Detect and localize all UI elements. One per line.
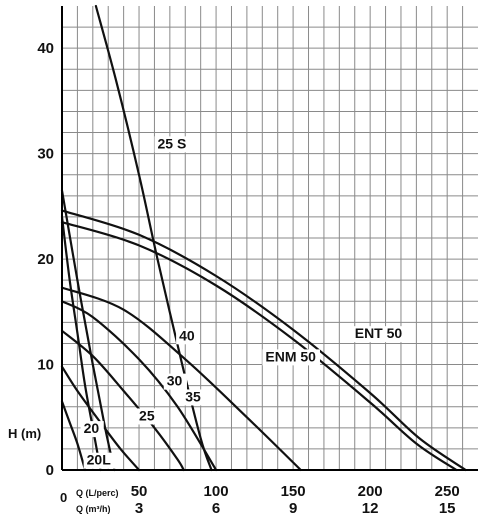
x-axis-label: Q (L/perc)	[76, 488, 119, 498]
curve-label-20: 20	[84, 420, 100, 436]
curve-label-35: 35	[185, 388, 201, 404]
curve-label-40: 40	[179, 327, 195, 343]
x2-tick-label: 6	[212, 500, 220, 517]
x2-tick-label: 3	[135, 500, 143, 517]
grid	[62, 6, 478, 470]
curve-label-bg	[351, 326, 410, 343]
curve-label-bg	[182, 389, 206, 406]
curve-label-bg	[163, 373, 187, 390]
x2-tick-label: 12	[362, 500, 379, 517]
curve-label-bg	[262, 349, 320, 366]
curve-label-25-s: 25 S	[158, 135, 187, 151]
y-tick-label: 20	[37, 251, 54, 268]
curve-25-s	[94, 4, 213, 472]
axes	[61, 6, 478, 471]
curve-label-bg	[154, 136, 195, 153]
x2-tick-label: 9	[289, 500, 297, 517]
x-tick-label: 100	[204, 483, 229, 500]
curve-label-30: 30	[167, 373, 183, 389]
x-tick-label: 250	[435, 483, 460, 500]
x2-axis-label: Q (m³/h)	[76, 504, 111, 514]
curve-label-bg	[136, 408, 160, 425]
curve-ent-50	[60, 209, 467, 472]
y-axis-label: H (m)	[8, 426, 41, 441]
x-tick-label: 50	[131, 483, 148, 500]
y-tick-label: 0	[46, 462, 54, 479]
curve-label-ent-50: ENT 50	[355, 325, 403, 341]
curve-label-20l: 20L	[87, 452, 112, 468]
curve-20l	[60, 400, 87, 472]
curves	[60, 4, 467, 472]
curve-enm-50	[60, 221, 458, 472]
origin-label: 0	[60, 490, 67, 505]
curve-label-enm-50: ENM 50	[265, 348, 316, 364]
x2-tick-label: 15	[439, 500, 456, 517]
y-tick-label: 40	[37, 40, 54, 57]
y-tick-label: 30	[37, 146, 54, 163]
curve-label-bg	[176, 328, 200, 345]
x-tick-label: 150	[281, 483, 306, 500]
curve-label-bg	[83, 452, 116, 469]
curve-label-bg	[80, 421, 104, 438]
curve-label-25: 25	[139, 407, 155, 423]
curve-20	[60, 189, 116, 472]
curve-40	[60, 286, 302, 472]
x-tick-label: 200	[358, 483, 383, 500]
y-tick-label: 10	[37, 357, 54, 374]
